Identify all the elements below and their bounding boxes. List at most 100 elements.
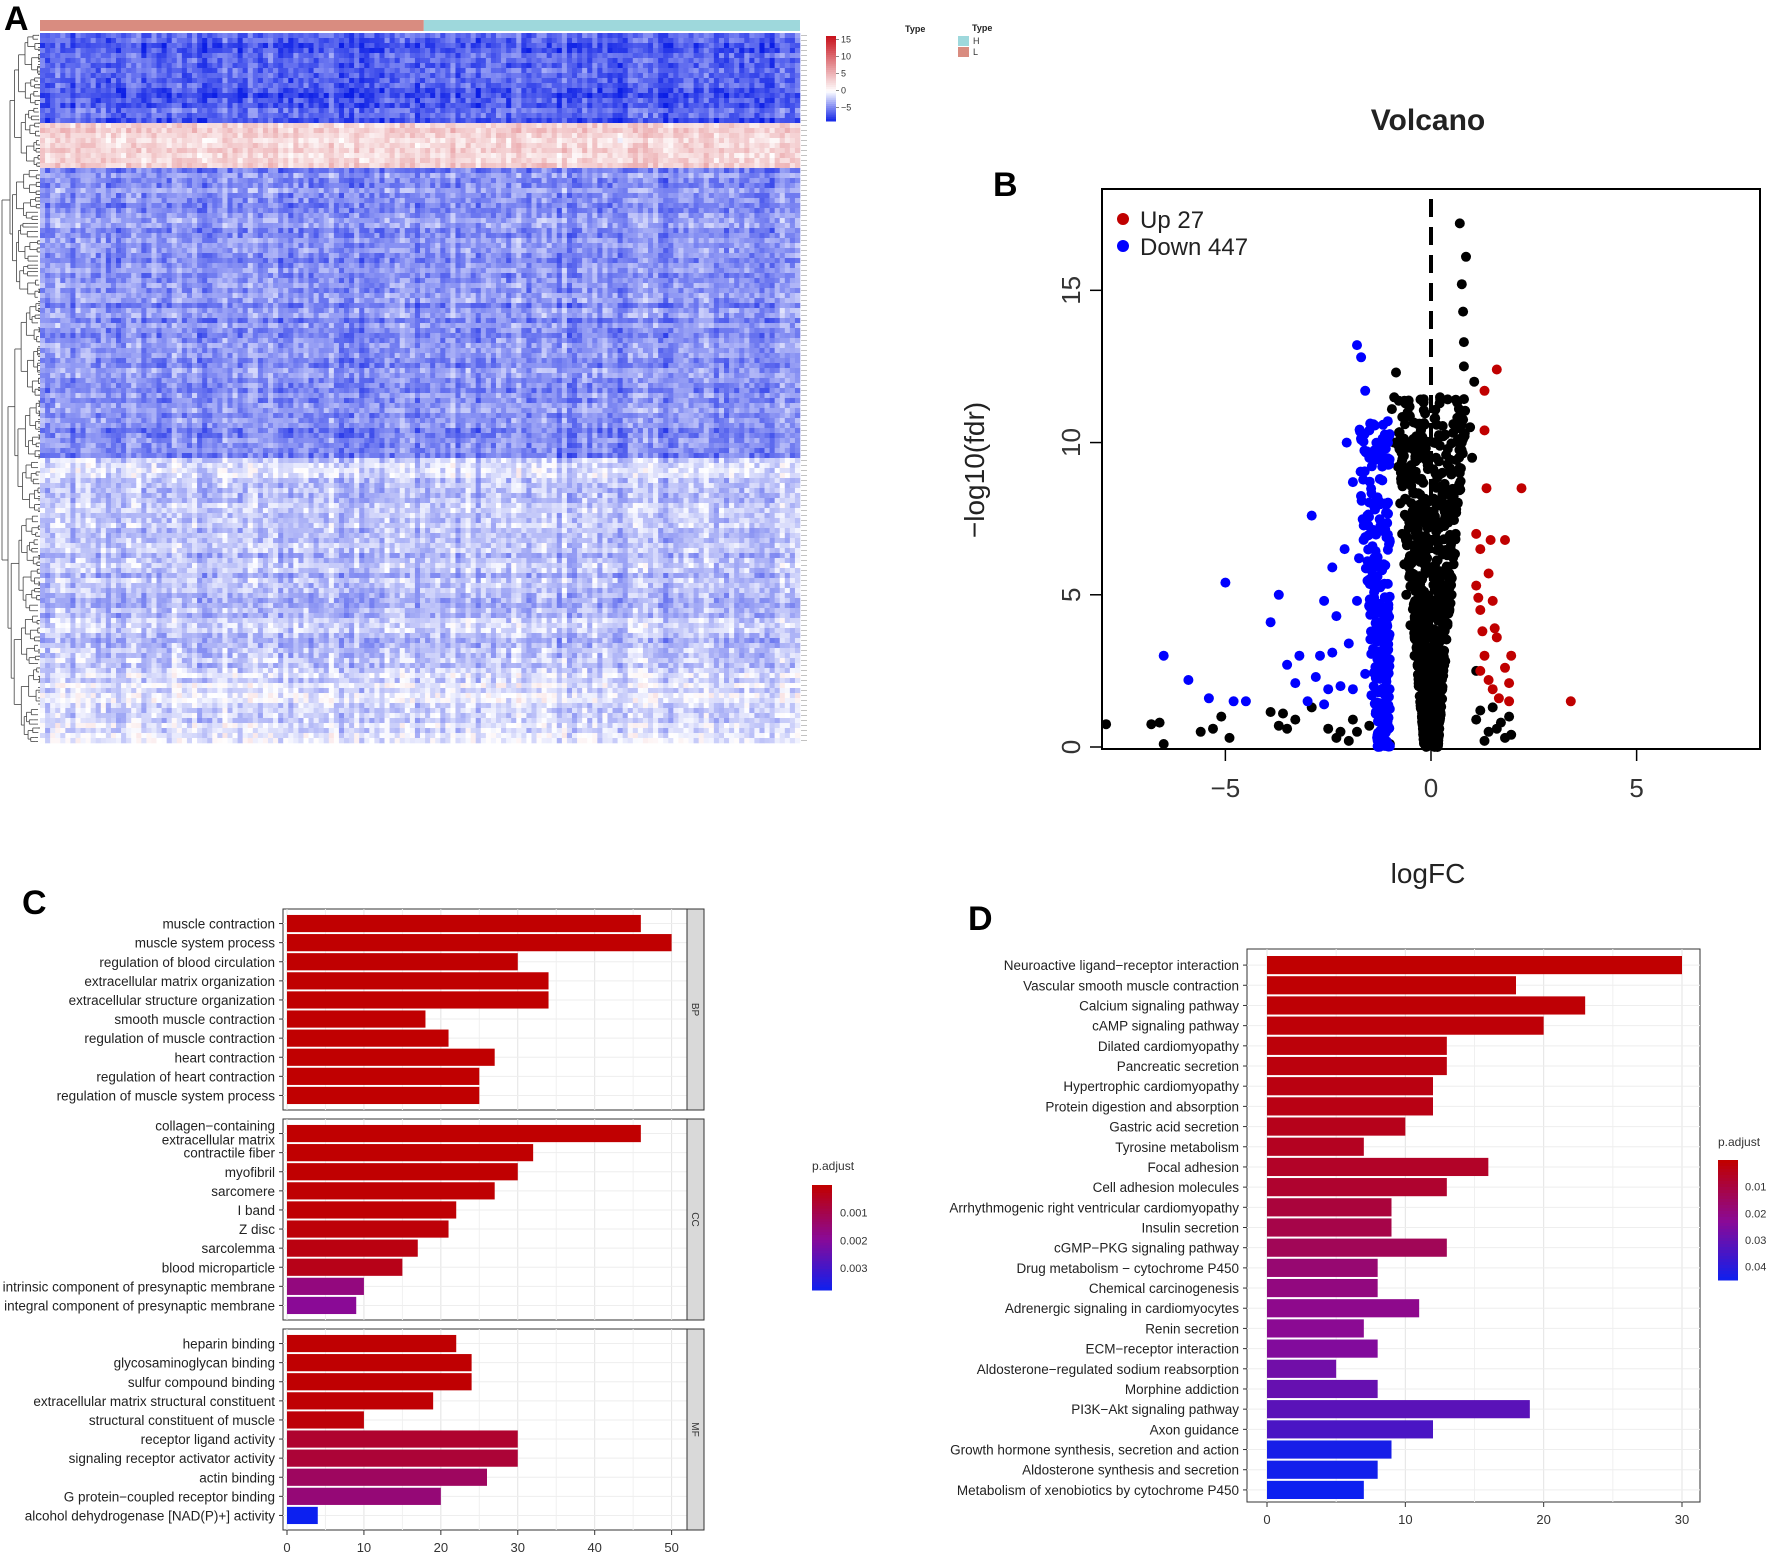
volcano-point-down xyxy=(1373,711,1384,722)
type-legend-title: Type xyxy=(972,23,992,33)
volcano-legend-label: Up 27 xyxy=(1140,207,1204,234)
kegg-legend-tick-label: 0.03 xyxy=(1745,1235,1766,1247)
volcano-point-ns xyxy=(1290,714,1301,725)
volcano-point-ns xyxy=(1430,536,1441,547)
volcano-point-up xyxy=(1481,483,1492,494)
volcano-point-ns xyxy=(1437,421,1448,431)
go-legend-tick-label: 0.001 xyxy=(840,1208,868,1220)
kegg-pathway-label: cGMP−PKG signaling pathway xyxy=(1054,1241,1239,1256)
volcano-point-down xyxy=(1379,684,1390,695)
volcano-point-ns xyxy=(1422,436,1433,447)
volcano-point-up xyxy=(1500,662,1510,673)
volcano-point-ns xyxy=(1440,511,1451,522)
volcano-point-ns xyxy=(1347,714,1358,725)
volcano-point-ns xyxy=(1397,481,1408,492)
kegg-pathway-label: Axon guidance xyxy=(1150,1422,1239,1437)
kegg-pathway-label: ECM−receptor interaction xyxy=(1086,1342,1239,1357)
go-bar xyxy=(287,1354,472,1372)
volcano-point-down xyxy=(1368,681,1379,692)
volcano-point-down xyxy=(1372,445,1383,456)
volcano-point-ns xyxy=(1408,576,1419,587)
volcano-point-ns xyxy=(1397,528,1408,539)
volcano-title: Volcano xyxy=(1371,104,1485,137)
volcano-point-up xyxy=(1506,650,1517,661)
volcano-point-up xyxy=(1516,483,1527,494)
volcano-point-ns xyxy=(1216,711,1227,722)
volcano-point-ns xyxy=(1224,732,1235,743)
kegg-bar xyxy=(1267,1299,1420,1318)
volcano-point-ns xyxy=(1398,470,1409,481)
volcano-point-ns xyxy=(1458,306,1469,317)
volcano-point-ns xyxy=(1420,454,1431,465)
volcano-point-ns xyxy=(1444,604,1455,615)
go-term-label: extracellular matrix organization xyxy=(84,974,275,989)
volcano-point-ns xyxy=(1442,620,1453,631)
panel-label-c: C xyxy=(22,884,47,922)
volcano-point-down xyxy=(1352,340,1362,351)
volcano-point-ns xyxy=(1434,681,1445,692)
kegg-pathway-label: Renin secretion xyxy=(1145,1321,1239,1336)
volcano-point-ns xyxy=(1265,707,1276,717)
volcano-point-down xyxy=(1358,474,1369,485)
volcano-point-down xyxy=(1372,492,1383,503)
kegg-pathway-label: Aldosterone synthesis and secretion xyxy=(1022,1463,1239,1478)
heatmap-type-legend: Type HL xyxy=(958,23,992,57)
go-term-label: contractile fiber xyxy=(183,1146,275,1161)
volcano-point-down xyxy=(1370,504,1380,515)
volcano-point-ns xyxy=(1323,723,1334,734)
volcano-point-down xyxy=(1273,589,1284,600)
volcano-point-ns xyxy=(1420,603,1431,614)
kegg-plot-area: Neuroactive ligand−receptor interaction V… xyxy=(949,948,1701,1503)
go-bar xyxy=(287,1201,457,1219)
volcano-point-ns xyxy=(1442,459,1453,470)
volcano-point-ns xyxy=(1435,468,1446,479)
volcano-point-ns xyxy=(1432,545,1442,556)
volcano-point-down xyxy=(1380,443,1391,454)
kegg-bar xyxy=(1267,1117,1406,1136)
kegg-pathway-label: Adrenergic signaling in cardiomyocytes xyxy=(1005,1301,1239,1316)
volcano-point-down xyxy=(1377,698,1388,709)
volcano-point-ns xyxy=(1408,568,1418,579)
kegg-bar xyxy=(1267,1460,1378,1479)
volcano-point-down xyxy=(1362,510,1373,521)
go-x-tick-label: 50 xyxy=(664,1540,678,1555)
kegg-bar-chart-panel: Neuroactive ligand−receptor interaction V… xyxy=(949,948,1766,1527)
volcano-point-ns xyxy=(1433,588,1444,599)
volcano-point-ns xyxy=(1417,584,1427,595)
go-bar xyxy=(287,934,672,952)
volcano-point-down xyxy=(1282,659,1293,670)
volcano-point-down xyxy=(1372,571,1383,582)
volcano-point-ns xyxy=(1282,723,1293,734)
volcano-point-ns xyxy=(1408,599,1419,610)
volcano-axes: −5 0 5 0 5 10 15 xyxy=(1056,199,1644,803)
go-term-label: regulation of muscle system process xyxy=(57,1088,276,1103)
volcano-point-ns xyxy=(1416,497,1427,508)
volcano-point-down xyxy=(1360,563,1371,574)
volcano-point-up xyxy=(1473,592,1484,603)
volcano-point-ns xyxy=(1416,572,1426,583)
go-bar xyxy=(287,914,641,933)
volcano-point-ns xyxy=(1431,521,1442,532)
go-term-label: muscle system process xyxy=(135,936,276,951)
kegg-bar xyxy=(1267,996,1586,1015)
volcano-point-down xyxy=(1368,419,1379,430)
volcano-point-ns xyxy=(1409,650,1420,661)
volcano-point-down xyxy=(1356,433,1366,444)
go-term-label: collagen−containing xyxy=(155,1119,275,1134)
heatmap-row-ticks xyxy=(801,35,807,741)
kegg-bar xyxy=(1267,1238,1447,1257)
volcano-point-down xyxy=(1384,661,1395,672)
volcano-point-ns xyxy=(1146,719,1157,730)
kegg-pathway-label: Drug metabolism − cytochrome P450 xyxy=(1017,1261,1239,1276)
volcano-point-down xyxy=(1240,696,1251,707)
go-term-label: smooth muscle contraction xyxy=(114,1012,275,1027)
volcano-point-down xyxy=(1360,385,1371,396)
volcano-point-down xyxy=(1339,544,1350,555)
go-bar xyxy=(287,1430,518,1448)
go-x-tick-label: 20 xyxy=(434,1540,448,1555)
volcano-point-ns xyxy=(1483,726,1494,737)
volcano-point-down xyxy=(1354,553,1364,564)
go-x-tick-label: 10 xyxy=(357,1540,371,1555)
